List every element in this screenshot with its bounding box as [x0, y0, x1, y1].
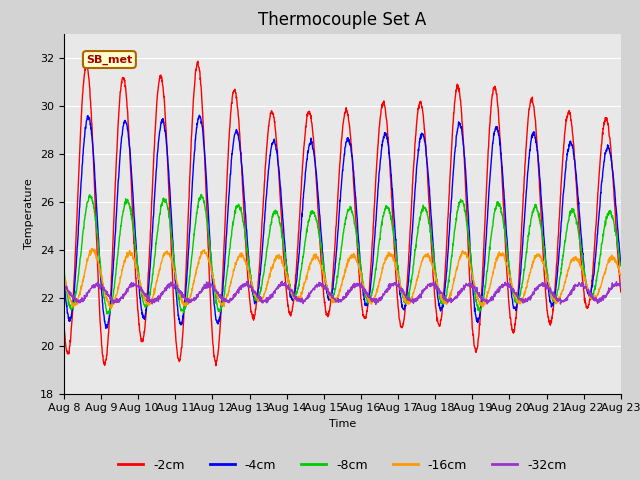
Line: -2cm: -2cm [64, 61, 621, 366]
-4cm [60, 276, 68, 282]
-4cm [568, 143, 576, 148]
-16cm [505, 269, 513, 275]
Line: -16cm: -16cm [64, 249, 621, 308]
-32cm [584, 288, 591, 294]
-4cm [617, 261, 625, 267]
Line: -32cm: -32cm [64, 281, 621, 304]
-32cm [372, 301, 380, 307]
-16cm [216, 299, 223, 304]
Legend: -2cm, -4cm, -8cm, -16cm, -32cm: -2cm, -4cm, -8cm, -16cm, -32cm [113, 454, 572, 477]
Line: -4cm: -4cm [64, 115, 621, 328]
-8cm [106, 311, 113, 317]
-32cm [60, 284, 68, 290]
-32cm [216, 292, 223, 298]
-16cm [359, 280, 367, 286]
-4cm [359, 287, 367, 293]
-4cm [371, 231, 379, 237]
-2cm [194, 59, 202, 64]
-16cm [107, 305, 115, 311]
Y-axis label: Temperature: Temperature [24, 178, 35, 249]
-2cm [584, 304, 591, 310]
-4cm [216, 316, 223, 322]
Title: Thermocouple Set A: Thermocouple Set A [259, 11, 426, 29]
-4cm [102, 325, 109, 331]
-16cm [584, 287, 591, 292]
-2cm [568, 124, 576, 130]
-16cm [568, 256, 576, 262]
-32cm [505, 282, 513, 288]
-8cm [359, 280, 367, 286]
-8cm [216, 309, 223, 315]
-4cm [584, 289, 591, 295]
-8cm [60, 267, 68, 273]
-8cm [198, 192, 205, 197]
-16cm [88, 246, 95, 252]
-2cm [371, 190, 379, 196]
-8cm [617, 263, 625, 269]
-2cm [617, 289, 625, 295]
-2cm [212, 363, 220, 369]
-8cm [371, 272, 379, 278]
Line: -8cm: -8cm [64, 194, 621, 314]
-16cm [617, 272, 625, 278]
-8cm [568, 206, 576, 212]
-32cm [371, 300, 379, 305]
-32cm [617, 284, 625, 289]
-4cm [505, 262, 513, 267]
X-axis label: Time: Time [329, 419, 356, 429]
-2cm [216, 330, 223, 336]
-2cm [359, 313, 367, 319]
-8cm [505, 258, 513, 264]
-8cm [584, 288, 591, 293]
-16cm [371, 293, 379, 299]
Text: SB_met: SB_met [86, 54, 132, 65]
-16cm [60, 273, 68, 278]
-2cm [60, 321, 68, 327]
-32cm [359, 286, 367, 292]
-2cm [505, 297, 513, 303]
-32cm [243, 278, 251, 284]
-4cm [196, 112, 204, 118]
-32cm [568, 287, 576, 292]
